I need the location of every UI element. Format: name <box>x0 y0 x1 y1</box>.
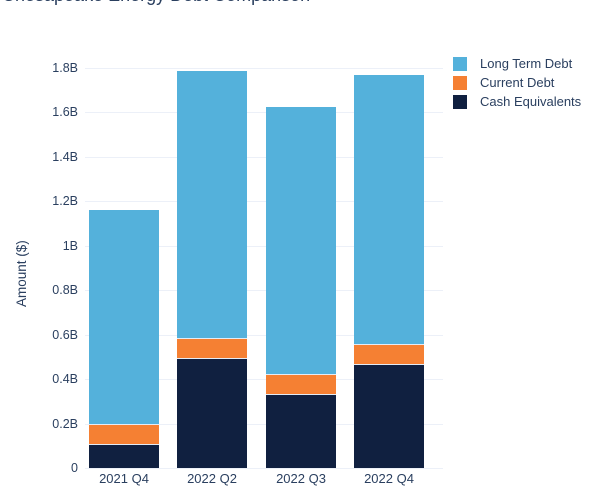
y-tick-label: 0.8B <box>52 283 78 298</box>
y-tick-label: 1.6B <box>52 105 78 120</box>
y-tick-label: 1B <box>62 238 78 253</box>
chart-title: Chesapeake Energy Debt Comparison <box>2 0 310 4</box>
y-gridline <box>85 423 443 425</box>
y-gridline <box>85 112 443 114</box>
bar-segment-cash-equivalents[interactable] <box>354 363 424 468</box>
bar-segment-long-term-debt[interactable] <box>354 74 424 344</box>
x-tick-label: 2022 Q4 <box>364 471 414 486</box>
legend-item-current-debt[interactable]: Current Debt <box>453 76 581 90</box>
y-gridline <box>85 290 443 292</box>
y-gridline <box>85 201 443 203</box>
y-gridline <box>85 379 443 381</box>
bar-segment-current-debt[interactable] <box>89 423 159 444</box>
legend-label: Current Debt <box>480 75 555 90</box>
y-tick-label: 0.4B <box>52 372 78 387</box>
bar-segment-current-debt[interactable] <box>354 343 424 364</box>
y-gridline <box>85 156 443 158</box>
y-gridline <box>85 68 443 69</box>
bar-segment-cash-equivalents[interactable] <box>266 393 336 468</box>
y-gridline <box>85 245 443 247</box>
bar-segment-cash-equivalents[interactable] <box>177 358 247 468</box>
x-tick-label: 2022 Q3 <box>276 471 326 486</box>
legend-label: Long Term Debt <box>480 56 573 71</box>
y-gridline <box>85 468 443 469</box>
legend-label: Cash Equivalents <box>480 94 582 109</box>
y-tick-label: 0.6B <box>52 327 78 342</box>
y-tick-label: 1.2B <box>52 194 78 209</box>
y-tick-label: 0 <box>71 461 78 475</box>
legend-swatch-icon <box>453 95 467 109</box>
legend-item-long-term-debt[interactable]: Long Term Debt <box>453 57 581 71</box>
bar-segment-cash-equivalents[interactable] <box>89 443 159 468</box>
x-tick-label: 2021 Q4 <box>99 471 149 486</box>
y-axis-title: Amount ($) <box>14 240 29 307</box>
legend: Long Term Debt Current Debt Cash Equivalen… <box>453 57 581 114</box>
y-tick-label: 0.2B <box>52 416 78 431</box>
legend-swatch-icon <box>453 57 467 71</box>
legend-swatch-icon <box>453 76 467 90</box>
bar-segment-current-debt[interactable] <box>177 338 247 358</box>
bar-segment-long-term-debt[interactable] <box>89 210 159 424</box>
y-gridline <box>85 334 443 336</box>
bar-segment-long-term-debt[interactable] <box>177 71 247 338</box>
bar-segment-current-debt[interactable] <box>266 373 336 394</box>
x-tick-label: 2022 Q2 <box>187 471 237 486</box>
y-tick-label: 1.8B <box>52 61 78 75</box>
y-tick-label: 1.4B <box>52 149 78 164</box>
bar-segment-long-term-debt[interactable] <box>266 106 336 374</box>
legend-item-cash-equivalents[interactable]: Cash Equivalents <box>453 95 581 109</box>
